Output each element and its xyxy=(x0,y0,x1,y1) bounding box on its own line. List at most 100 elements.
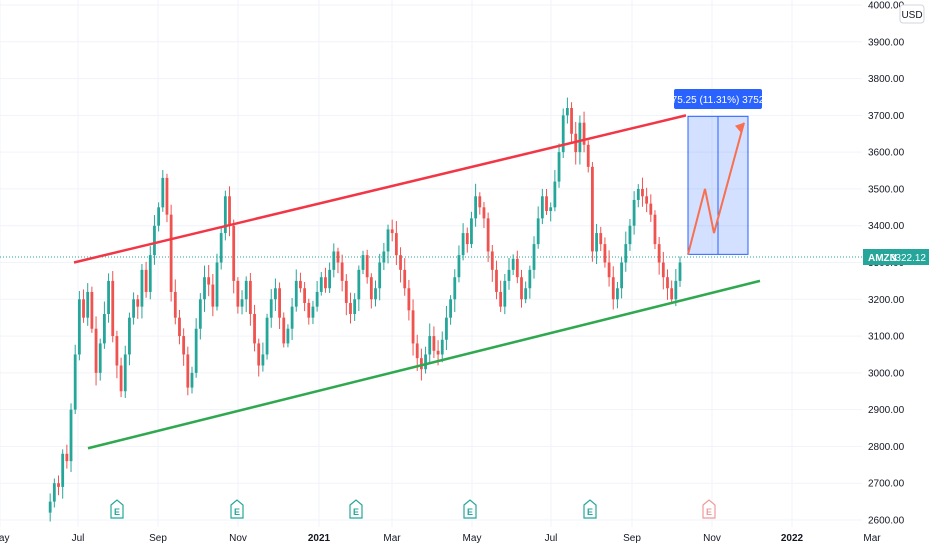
projection-path[interactable] xyxy=(687,122,745,255)
resistance-trendline[interactable] xyxy=(73,114,687,264)
symbol-price-badge: AMZN 3322.12 xyxy=(863,249,929,265)
candle-body xyxy=(428,336,432,355)
candle-body xyxy=(407,288,411,311)
candle-body xyxy=(520,277,523,300)
candle-body xyxy=(153,225,156,256)
last-price-label: 3322.12 xyxy=(890,253,927,264)
x-tick-label: Nov xyxy=(229,533,247,544)
candle-body xyxy=(307,302,311,318)
candle-body xyxy=(561,115,565,153)
support-trendline[interactable] xyxy=(87,279,761,450)
candle-body xyxy=(340,262,344,281)
candle-body xyxy=(503,280,507,307)
candle-body xyxy=(515,258,519,278)
candle-body xyxy=(86,291,90,318)
candle-body xyxy=(219,233,223,263)
candle-body xyxy=(173,291,177,318)
candle-body xyxy=(303,288,307,303)
candle-body xyxy=(65,453,69,462)
candle-body xyxy=(223,196,227,234)
candle-body xyxy=(645,196,649,204)
candle-body xyxy=(319,277,323,292)
candle-body xyxy=(140,269,144,307)
candle-body xyxy=(616,288,619,300)
candle-body xyxy=(461,233,465,256)
currency-badge[interactable]: USD xyxy=(899,4,925,24)
earnings-marker[interactable]: E xyxy=(110,499,124,519)
candle-body xyxy=(240,299,244,307)
candle-body xyxy=(632,199,636,226)
candle-body xyxy=(436,350,440,355)
earnings-marker[interactable]: E xyxy=(583,499,597,519)
candle-body xyxy=(282,317,286,344)
candle-body xyxy=(415,343,419,359)
candle-body xyxy=(528,269,532,289)
candle-body xyxy=(57,483,60,487)
candle-body xyxy=(586,144,590,167)
candle-body xyxy=(511,258,515,270)
candle-body xyxy=(374,288,377,300)
x-tick-label: Mar xyxy=(383,533,401,544)
candle-body xyxy=(111,280,115,337)
candle-body xyxy=(161,177,165,208)
candle-body xyxy=(440,339,444,355)
currency-label: USD xyxy=(901,10,922,21)
candle-body xyxy=(274,288,277,300)
candle-body xyxy=(328,269,332,289)
candle-body xyxy=(261,354,265,366)
candle-body xyxy=(361,255,365,270)
candle-body xyxy=(474,196,478,219)
candle-body xyxy=(478,196,482,208)
candle-body xyxy=(649,203,653,215)
y-tick-label: 3900.00 xyxy=(868,37,905,48)
candle-body xyxy=(470,218,473,245)
candle-body xyxy=(357,269,361,300)
y-tick-label: 2900.00 xyxy=(868,405,905,416)
candle-body xyxy=(61,453,65,487)
candle-body xyxy=(595,233,598,252)
candle-body xyxy=(553,181,557,208)
candle-body xyxy=(324,277,327,289)
measure-label-text: 375.25 (11.31%) 37525 xyxy=(666,95,770,106)
earnings-marker[interactable]: E xyxy=(702,499,716,519)
candle-body xyxy=(641,188,644,197)
x-tick-label: 2021 xyxy=(308,533,331,544)
candle-body xyxy=(353,299,357,314)
candle-body xyxy=(657,244,661,263)
candle-body xyxy=(286,328,290,344)
x-tick-label: Nov xyxy=(703,533,721,544)
candle-body xyxy=(453,277,457,300)
candle-body xyxy=(48,501,52,513)
measure-label: 375.25 (11.31%) 37525 xyxy=(666,89,770,109)
candle-body xyxy=(369,277,373,300)
candle-body xyxy=(299,280,302,289)
candle-body xyxy=(228,196,231,226)
price-axis[interactable] xyxy=(862,0,932,550)
x-tick-label: Sep xyxy=(623,533,641,544)
y-tick-label: 3100.00 xyxy=(868,332,905,343)
candle-body xyxy=(186,354,190,388)
candle-body xyxy=(102,314,106,344)
candle-body xyxy=(236,280,240,307)
candle-body xyxy=(653,214,657,245)
candle-body xyxy=(248,280,252,314)
earnings-marker[interactable]: E xyxy=(349,499,363,519)
candle-body xyxy=(628,225,632,245)
candle-body xyxy=(570,108,573,134)
candle-body xyxy=(432,336,436,351)
y-tick-label: 2700.00 xyxy=(868,479,905,490)
candle-body xyxy=(390,229,394,234)
earnings-marker[interactable]: E xyxy=(463,499,477,519)
candle-body xyxy=(582,122,586,145)
candle-body xyxy=(278,288,281,318)
candle-body xyxy=(336,251,340,263)
x-tick-label: Jul xyxy=(72,533,85,544)
candle-body xyxy=(449,299,452,318)
candle-body xyxy=(349,302,352,314)
candle-body xyxy=(394,233,398,256)
y-tick-label: 2800.00 xyxy=(868,442,905,453)
y-tick-label: 3200.00 xyxy=(868,295,905,306)
earnings-marker[interactable]: E xyxy=(230,499,244,519)
candle-body xyxy=(540,196,544,219)
